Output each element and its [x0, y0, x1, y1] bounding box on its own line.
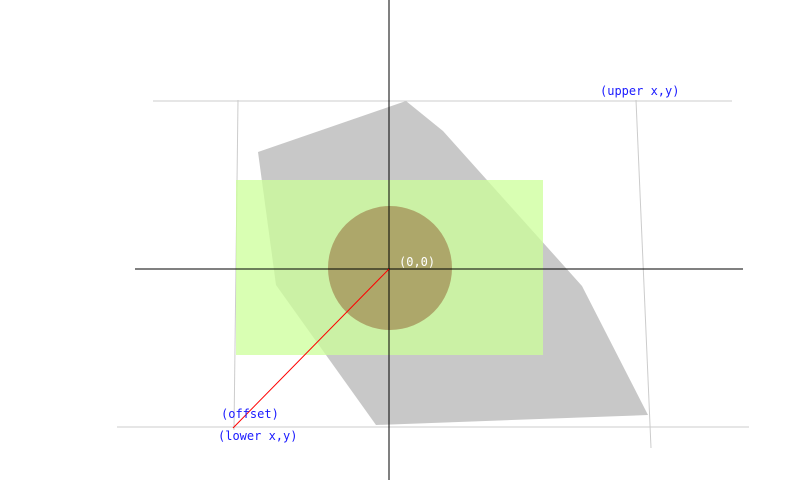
offset-line [232, 268, 390, 429]
origin-label: (0,0) [399, 255, 435, 269]
lower-xy-label: (lower x,y) [218, 429, 297, 443]
upper-xy-label: (upper x,y) [600, 84, 679, 98]
frame-right-line [635, 99, 652, 449]
offset-label: (offset) [221, 407, 279, 421]
